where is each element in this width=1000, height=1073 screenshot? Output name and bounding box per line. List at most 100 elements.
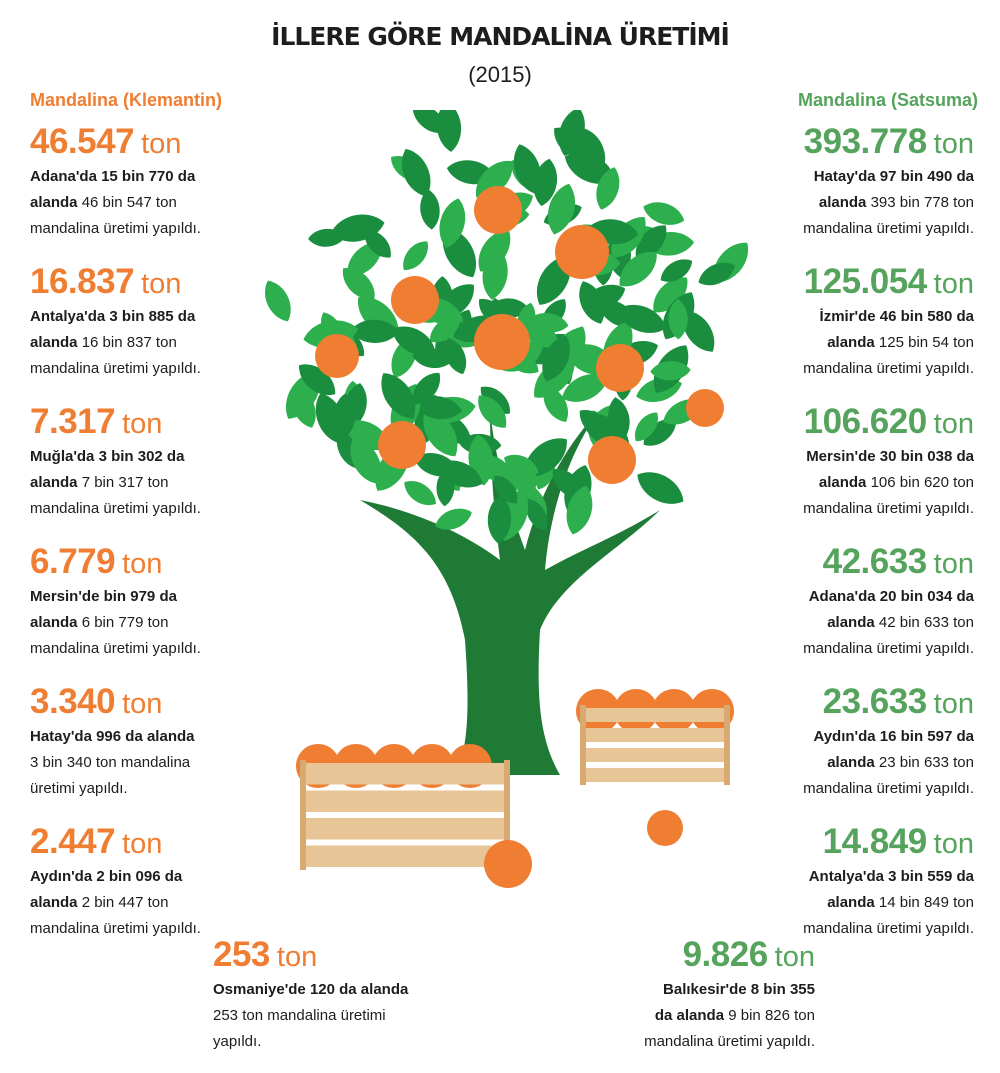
production-unit: ton <box>933 268 974 300</box>
right-column-header: Mandalina (Satsuma) <box>797 90 978 110</box>
leaf <box>552 469 584 499</box>
leaf <box>265 280 291 322</box>
orange-fruit <box>315 334 359 378</box>
production-description: Mersin'de bin 979 da alanda 6 bin 779 ton… <box>30 588 201 657</box>
leaf <box>650 361 691 381</box>
crate-large-slat <box>300 763 510 785</box>
leaf <box>436 110 462 152</box>
leaf <box>420 189 440 230</box>
leaf <box>404 481 436 506</box>
crate-large-post <box>300 760 306 870</box>
leaf <box>634 412 658 442</box>
leaf <box>682 310 715 352</box>
production-unit: ton <box>933 408 974 440</box>
production-entry: 253 ton Osmaniye'de 120 da alanda 253 ton m… <box>213 935 473 1055</box>
production-description: Antalya'da 3 bin 559 da alanda 14 bin 849… <box>803 868 974 937</box>
production-unit: ton <box>122 688 163 720</box>
leaf <box>350 319 399 343</box>
leaf <box>637 472 684 504</box>
production-amount: 125.054 ton <box>714 262 974 304</box>
production-amount: 253 ton <box>213 935 473 977</box>
production-entry: 23.633 ton Aydın'da 16 bin 597 da alanda 23… <box>714 682 974 802</box>
leaf <box>414 453 459 477</box>
crate-large-slat <box>300 818 510 840</box>
leaf <box>342 267 375 300</box>
orange-fruit <box>378 421 426 469</box>
leaf <box>487 495 512 544</box>
production-amount: 16.837 ton <box>30 262 290 304</box>
production-entry: 6.779 ton Mersin'de bin 979 da alanda 6 bin… <box>30 542 290 662</box>
production-unit: ton <box>141 128 182 160</box>
leaf <box>330 214 385 242</box>
crate-small-slat <box>580 728 730 742</box>
production-unit: ton <box>122 408 163 440</box>
crate-small-slat <box>580 748 730 762</box>
leaf <box>668 298 688 340</box>
production-entry: 106.620 ton Mersin'de 30 bin 038 da alanda … <box>714 402 974 522</box>
leaf <box>435 508 472 530</box>
production-entry: 16.837 ton Antalya'da 3 bin 885 da alanda 1… <box>30 262 290 382</box>
mandarin-tree-illustration <box>265 110 749 888</box>
orange-fruit <box>588 436 636 484</box>
production-amount: 42.633 ton <box>714 542 974 584</box>
production-amount: 46.547 ton <box>30 122 290 164</box>
production-value: 9.826 <box>682 935 769 974</box>
orange-fruit <box>474 314 530 370</box>
production-description: Osmaniye'de 120 da alanda 253 ton mandali… <box>213 981 409 1050</box>
leaf <box>412 372 441 405</box>
leaf <box>643 419 677 446</box>
production-value: 3.340 <box>30 682 116 721</box>
leaf <box>578 128 606 173</box>
orange-fruit <box>596 344 644 392</box>
production-value: 106.620 <box>803 402 928 441</box>
production-value: 393.778 <box>803 122 928 161</box>
leaf <box>635 225 667 260</box>
leaf <box>401 148 431 197</box>
leaf <box>439 198 466 248</box>
production-entry: 3.340 ton Hatay'da 996 da alanda 3 bin 340 … <box>30 682 290 802</box>
production-unit: ton <box>276 941 318 973</box>
leaf <box>476 160 513 198</box>
leaf <box>566 485 593 535</box>
leaf <box>480 386 510 414</box>
production-entry: 2.447 ton Aydın'da 2 bin 096 da alanda 2 bi… <box>30 822 290 942</box>
production-description: Mersin'de 30 bin 038 da alanda 106 bin 62… <box>803 448 974 517</box>
production-unit: ton <box>141 268 182 300</box>
leaf <box>444 337 467 375</box>
production-amount: 6.779 ton <box>30 542 290 584</box>
production-description: Adana'da 20 bin 034 da alanda 42 bin 633 … <box>803 588 974 657</box>
leaf <box>579 410 612 439</box>
production-amount: 9.826 ton <box>555 935 815 977</box>
leaf <box>596 167 620 210</box>
production-entry: 14.849 ton Antalya'da 3 bin 559 da alanda 1… <box>714 822 974 942</box>
leaf <box>350 437 382 484</box>
crate-small-slat <box>580 768 730 782</box>
crate-large-slat <box>300 790 510 812</box>
left-column-header: Mandalina (Klemantin) <box>30 90 223 110</box>
production-unit: ton <box>122 548 163 580</box>
leaf <box>619 251 657 287</box>
production-amount: 7.317 ton <box>30 402 290 444</box>
production-value: 16.837 <box>30 262 135 301</box>
production-unit: ton <box>774 941 815 973</box>
page-title: İLLERE GÖRE MANDALİNA ÜRETİMİ <box>271 22 730 51</box>
leaf <box>653 277 688 313</box>
leaf <box>392 326 436 356</box>
leaf <box>493 475 518 504</box>
leaf <box>558 110 585 156</box>
leaf <box>561 374 608 402</box>
leaf <box>660 259 693 282</box>
production-description: Aydın'da 16 bin 597 da alanda 23 bin 633 … <box>803 728 974 797</box>
production-value: 14.849 <box>822 822 928 861</box>
leaf <box>364 230 391 258</box>
production-description: Antalya'da 3 bin 885 da alanda 16 bin 837… <box>30 308 201 377</box>
production-entry: 393.778 ton Hatay'da 97 bin 490 da alanda 3… <box>714 122 974 242</box>
production-value: 6.779 <box>30 542 116 581</box>
leaf <box>333 393 356 439</box>
orange-fruit <box>474 186 522 234</box>
leaf <box>543 386 568 422</box>
orange-fruit <box>647 810 683 846</box>
leaf <box>423 409 458 457</box>
production-description: Hatay'da 996 da alanda 3 bin 340 ton mand… <box>30 728 195 797</box>
production-value: 46.547 <box>30 122 135 161</box>
